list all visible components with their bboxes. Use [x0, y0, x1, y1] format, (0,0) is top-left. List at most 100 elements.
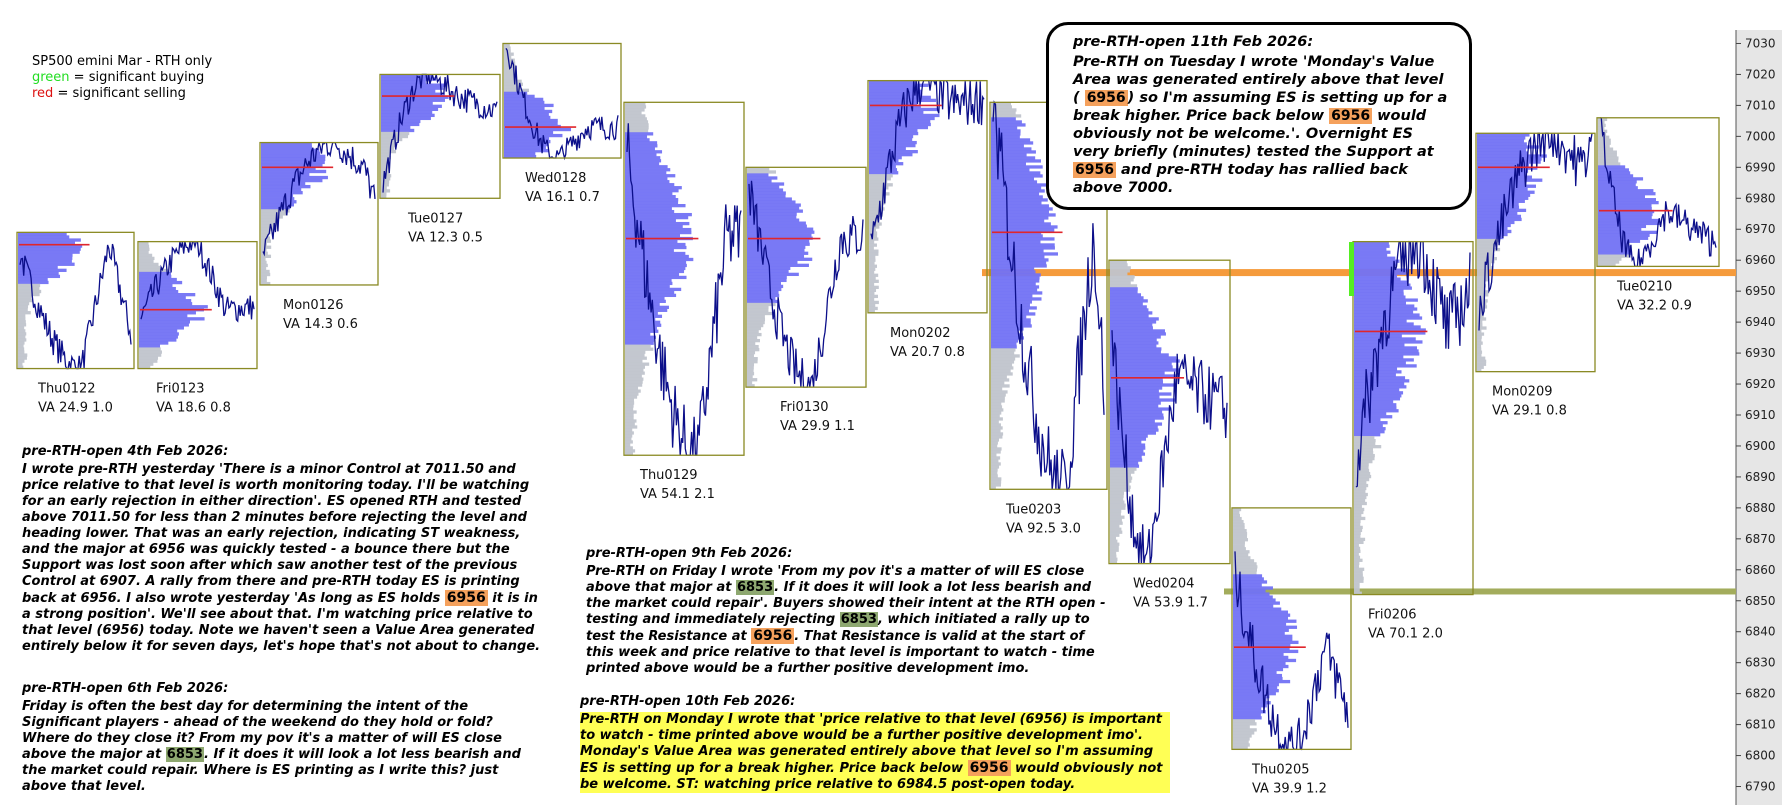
profile-row [381, 165, 391, 169]
profile-row [991, 315, 1027, 319]
profile-row [504, 109, 553, 114]
profile-row [261, 163, 323, 168]
profile-row [18, 323, 27, 327]
profile-row [991, 360, 1015, 364]
profile-row [381, 155, 391, 160]
profile-row [139, 335, 178, 339]
profile-row [504, 52, 514, 56]
profile-row [261, 218, 279, 222]
profile-row [1477, 326, 1487, 330]
profile-row [1233, 613, 1291, 617]
session-box [867, 79, 988, 314]
profile-row [261, 206, 290, 210]
profile-row [625, 260, 687, 265]
profile-row [747, 347, 760, 352]
profile-row [1110, 314, 1149, 318]
profile-row [1110, 344, 1157, 348]
session-name-label: Wed0128 [525, 171, 586, 186]
profile-row [1110, 521, 1123, 525]
price-tick-label: 6960 [1745, 253, 1776, 267]
profile-row [991, 336, 1024, 340]
profile-row [1233, 643, 1291, 648]
profile-row [1354, 295, 1406, 299]
profile-row [747, 311, 774, 316]
profile-row [1233, 622, 1287, 626]
profile-row [1233, 577, 1264, 581]
session-box [16, 231, 135, 370]
profile-row [625, 186, 682, 190]
profile-row [261, 148, 320, 152]
profile-row [139, 250, 149, 255]
profile-row [1110, 299, 1148, 303]
profile-row [1233, 737, 1250, 741]
profile-row [991, 387, 1003, 391]
profile-row [1477, 284, 1486, 288]
profile-row [381, 116, 431, 121]
price-path [1478, 132, 1593, 331]
profile-row [869, 306, 878, 311]
profile-row [1354, 385, 1407, 389]
profile-row [1598, 189, 1654, 193]
profile-row [1477, 178, 1543, 182]
profile-row [504, 130, 554, 135]
profile-row [1354, 573, 1363, 577]
profile-row [139, 265, 161, 270]
profile-row [1233, 541, 1245, 545]
profile-row [869, 219, 879, 223]
profile-row [18, 338, 27, 342]
profile-row [991, 105, 1012, 109]
profile-row [625, 117, 647, 121]
profile-row [1354, 421, 1388, 425]
profile-row [1233, 580, 1268, 584]
profile-row [625, 195, 676, 199]
profile-row [1354, 549, 1361, 553]
price-tick-label: 6920 [1745, 377, 1776, 391]
profile-row [991, 342, 1017, 346]
profile-row [869, 95, 931, 100]
profile-row [261, 212, 288, 216]
profile-row [625, 443, 631, 447]
profile-row [139, 353, 162, 357]
profile-row [1233, 547, 1246, 551]
profile-row [18, 341, 25, 345]
profile-row [1477, 238, 1500, 243]
profile-row [747, 293, 780, 298]
profile-row [991, 423, 1001, 427]
profile-row [625, 189, 679, 193]
profile-row [1110, 329, 1165, 333]
profile-row [1598, 150, 1617, 154]
profile-row [1110, 434, 1148, 438]
profile-row [261, 224, 276, 228]
price-tick-label: 6820 [1745, 687, 1776, 701]
profile-row [991, 432, 1004, 436]
profile-row [504, 58, 515, 62]
session-va-label: VA 24.9 1.0 [38, 401, 113, 416]
profile-row [1233, 746, 1248, 750]
profile-row [18, 314, 26, 318]
profile-row [1110, 482, 1130, 486]
profile-row [625, 338, 655, 342]
session-va-label: VA 92.5 3.0 [1006, 521, 1081, 536]
profile-row [991, 351, 1015, 355]
profile-row [625, 233, 681, 238]
profile-row [747, 320, 765, 325]
profile-row [747, 363, 755, 367]
profile-row [1233, 725, 1250, 729]
profile-row [625, 380, 643, 384]
profile-row [991, 459, 999, 463]
profile-row [1477, 160, 1541, 164]
profile-row [1110, 290, 1138, 294]
profile-row [747, 372, 755, 376]
profile-row [18, 250, 80, 254]
profile-row [1110, 338, 1157, 342]
price-tick-label: 6970 [1745, 222, 1776, 236]
profile-row [139, 256, 155, 261]
profile-row [747, 369, 754, 373]
profile-row [869, 174, 893, 178]
profile-row [1477, 133, 1530, 137]
profile-row [991, 198, 1048, 202]
session-box [1108, 259, 1231, 565]
profile-row [1233, 574, 1263, 578]
profile-row [991, 120, 1022, 124]
profile-row [747, 188, 784, 192]
